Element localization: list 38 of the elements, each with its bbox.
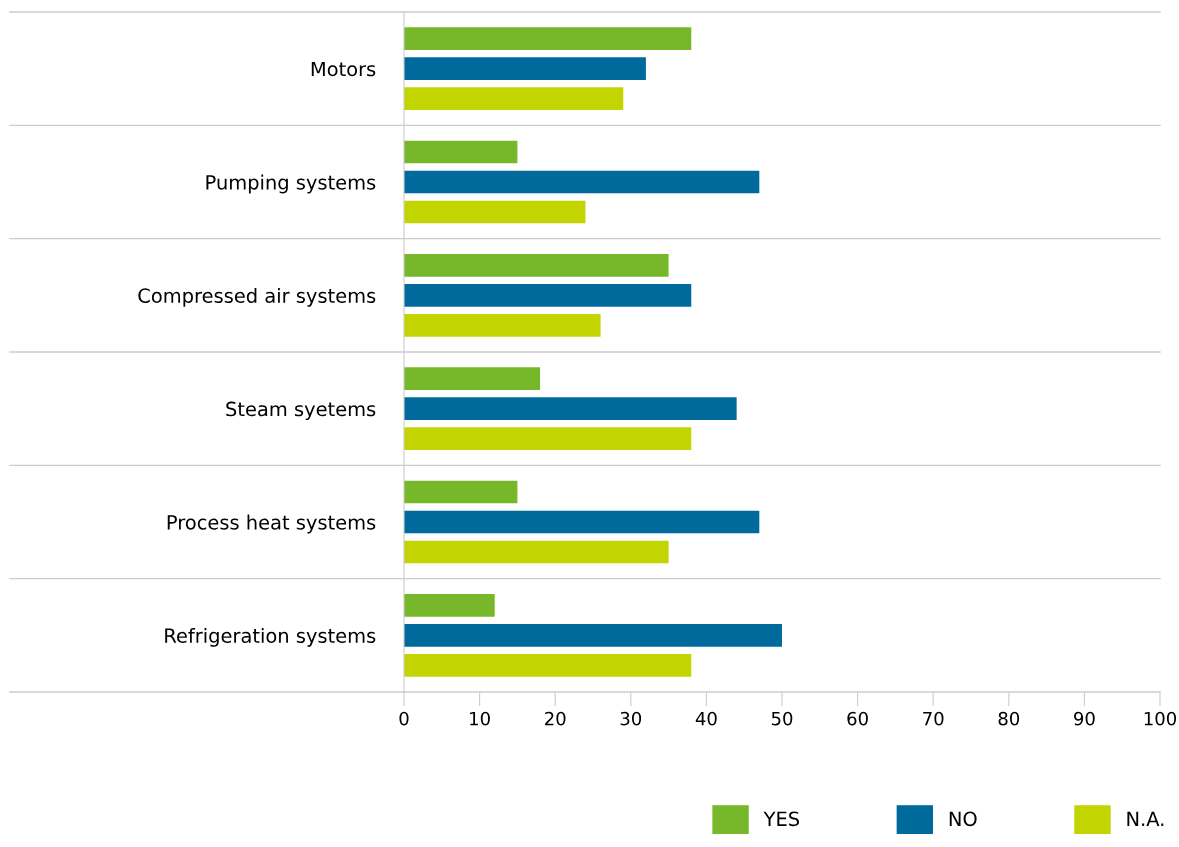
bar xyxy=(404,397,737,420)
bar xyxy=(404,654,692,677)
y-tick-label: Pumping systems xyxy=(206,174,376,194)
bar xyxy=(404,27,692,50)
bar xyxy=(404,480,518,504)
x-tick-label: 80 xyxy=(998,711,1020,726)
y-tick-label: Refrigeration systems xyxy=(165,627,376,647)
x-tick-label: 20 xyxy=(545,711,566,726)
bar xyxy=(404,57,646,80)
x-tick-label: 50 xyxy=(771,711,793,726)
bar xyxy=(404,510,760,534)
x-tick-label: 70 xyxy=(923,711,944,726)
bar xyxy=(404,540,669,564)
legend-label: NO xyxy=(949,811,977,827)
bar xyxy=(404,170,760,194)
y-tick-label: Compressed air systems xyxy=(138,287,376,307)
bar xyxy=(404,284,692,307)
x-tick-label: 30 xyxy=(620,711,642,726)
y-tick-label: Motors xyxy=(311,61,376,77)
bar xyxy=(404,87,624,111)
bar xyxy=(404,314,601,337)
y-tick-label: Steam syetems xyxy=(226,401,376,421)
x-tick-label: 40 xyxy=(695,711,717,726)
x-tick-label: 10 xyxy=(470,711,490,726)
bar xyxy=(404,140,518,164)
bar xyxy=(404,367,541,390)
bar xyxy=(404,593,495,617)
bar xyxy=(404,253,669,277)
x-tick-label: 60 xyxy=(847,711,868,726)
x-tick-label: 0 xyxy=(399,711,409,726)
bar xyxy=(404,624,782,647)
bar xyxy=(404,200,586,224)
x-tick-label: 100 xyxy=(1144,711,1177,726)
legend-label: N.A. xyxy=(1127,811,1164,826)
bar xyxy=(404,427,692,451)
legend-label: YES xyxy=(763,811,800,827)
x-tick-label: 90 xyxy=(1074,711,1095,726)
y-tick-label: Process heat systems xyxy=(167,514,376,534)
